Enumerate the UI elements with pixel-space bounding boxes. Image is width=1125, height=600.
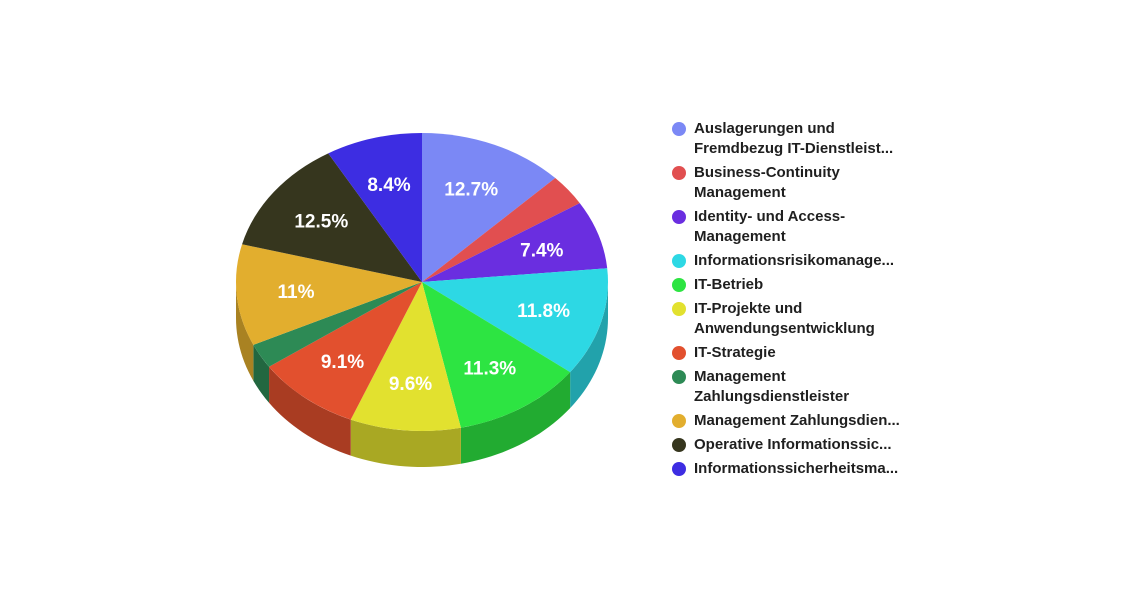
pie-slice-0[interactable] xyxy=(422,133,556,282)
pie-slice-3[interactable] xyxy=(422,268,608,373)
legend-label-4: IT-Betrieb xyxy=(694,276,764,293)
legend-item-4[interactable]: IT-Betrieb xyxy=(672,275,962,295)
pie-data-labels: 12.7% 7.4% 11.8% 11.3% 9.6% 9.1% 11% 12.5% 8.4% xyxy=(278,175,571,395)
data-label-2: 7.4% xyxy=(520,241,563,262)
pie-side-3 xyxy=(570,282,608,409)
legend-swatch-8 xyxy=(672,414,686,428)
data-label-10: 8.4% xyxy=(367,175,410,196)
pie-side-walls xyxy=(236,282,608,467)
legend-item-8[interactable]: Management Zahlungsdien... xyxy=(672,411,962,431)
pie-slice-8[interactable] xyxy=(236,244,422,345)
legend-item-10[interactable]: Informationssicherheitsma... xyxy=(672,459,962,479)
legend-swatch-1 xyxy=(672,166,686,180)
legend-label-3: Informationsrisikomanage... xyxy=(694,252,895,269)
legend-swatch-9 xyxy=(672,438,686,452)
pie-slice-10[interactable] xyxy=(328,133,422,282)
legend-swatch-3 xyxy=(672,254,686,268)
pie-slice-2[interactable] xyxy=(422,203,608,282)
legend-label-2: Identity- und Access- Management xyxy=(694,208,846,245)
data-label-9: 12.5% xyxy=(294,212,348,233)
pie-side-7 xyxy=(253,344,270,403)
pie-slice-6[interactable] xyxy=(269,282,422,420)
pie-side-6 xyxy=(269,366,351,456)
data-label-8: 11% xyxy=(278,282,315,303)
legend-item-9[interactable]: Operative Informationssic... xyxy=(672,435,962,455)
legend-label-0: Auslagerungen und Fremdbezug IT-Dienstle… xyxy=(694,120,894,157)
legend-swatch-2 xyxy=(672,210,686,224)
legend-swatch-5 xyxy=(672,302,686,316)
pie-slice-4[interactable] xyxy=(422,282,571,428)
chart-legend: Auslagerungen und Fremdbezug IT-Dienstle… xyxy=(672,119,962,483)
legend-label-6: IT-Strategie xyxy=(694,344,776,361)
legend-swatch-0 xyxy=(672,122,686,136)
pie-slice-1[interactable] xyxy=(422,178,580,282)
data-label-5: 9.6% xyxy=(389,374,432,395)
legend-label-1: Business-Continuity Management xyxy=(694,164,840,201)
pie-slice-9[interactable] xyxy=(242,153,422,282)
legend-label-8: Management Zahlungsdien... xyxy=(694,412,900,429)
legend-item-7[interactable]: Management Zahlungsdienstleister xyxy=(672,367,962,407)
legend-label-9: Operative Informationssic... xyxy=(694,436,892,453)
legend-swatch-10 xyxy=(672,462,686,476)
legend-swatch-4 xyxy=(672,278,686,292)
pie-slice-5[interactable] xyxy=(350,282,461,431)
legend-label-5: IT-Projekte und Anwendungsentwicklung xyxy=(694,300,875,337)
legend-item-2[interactable]: Identity- und Access- Management xyxy=(672,207,962,247)
pie-side-8 xyxy=(236,282,254,381)
legend-item-3[interactable]: Informationsrisikomanage... xyxy=(672,251,962,271)
data-label-3: 11.8% xyxy=(517,301,570,322)
legend-item-6[interactable]: IT-Strategie xyxy=(672,343,962,363)
pie-slices xyxy=(236,133,608,431)
legend-item-5[interactable]: IT-Projekte und Anwendungsentwicklung xyxy=(672,299,962,339)
legend-label-10: Informationssicherheitsma... xyxy=(694,460,899,477)
data-label-0: 12.7% xyxy=(444,180,498,201)
legend-item-0[interactable]: Auslagerungen und Fremdbezug IT-Dienstle… xyxy=(672,119,962,159)
pie-side-4 xyxy=(460,372,571,464)
legend-swatch-6 xyxy=(672,346,686,360)
legend-item-1[interactable]: Business-Continuity Management xyxy=(672,163,962,203)
legend-swatch-7 xyxy=(672,370,686,384)
legend-label-7: Management Zahlungsdienstleister xyxy=(694,368,850,405)
data-label-4: 11.3% xyxy=(463,359,516,380)
pie-side-5 xyxy=(350,419,461,467)
data-label-6: 9.1% xyxy=(321,352,364,373)
pie-slice-7[interactable] xyxy=(253,282,422,367)
